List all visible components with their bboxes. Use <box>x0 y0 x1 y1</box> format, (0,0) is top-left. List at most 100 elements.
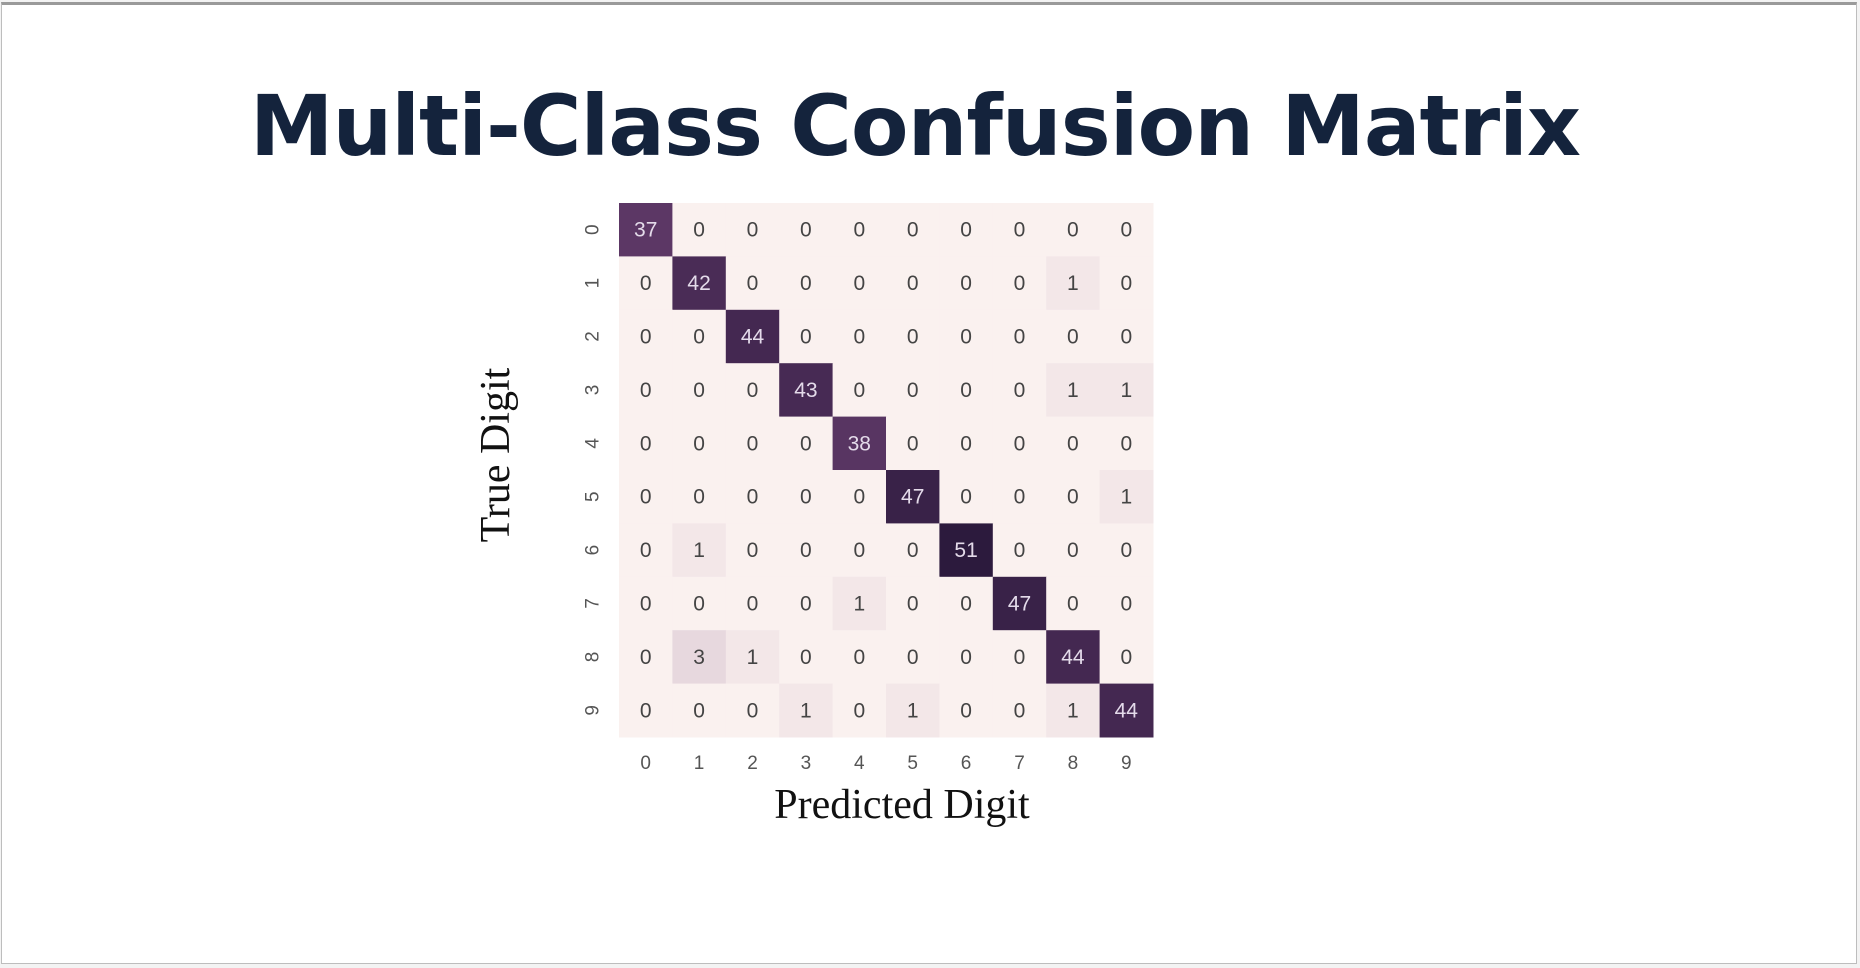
heatmap-cell <box>672 363 727 418</box>
heatmap-cell <box>779 309 834 364</box>
cell-value-label: 0 <box>640 326 652 349</box>
heatmap-cell <box>886 416 940 471</box>
cell-value-label: 0 <box>853 539 865 562</box>
cell-value-label: 0 <box>800 593 812 616</box>
heatmap-cell <box>832 256 887 311</box>
cell-value-label: 0 <box>853 272 865 295</box>
cell-value-label: 1 <box>800 699 812 722</box>
heatmap-cell <box>672 470 727 524</box>
heatmap-cell <box>1046 256 1101 311</box>
cell-value-label: 51 <box>954 539 977 562</box>
cell-value-label: 0 <box>853 219 865 242</box>
heatmap-cell <box>992 523 1047 578</box>
heatmap-cell <box>1046 309 1101 364</box>
cell-value-label: 3 <box>693 646 705 669</box>
heatmap-cell <box>886 683 940 738</box>
heatmap-cell <box>672 203 727 257</box>
cell-value-label: 0 <box>907 219 919 242</box>
cell-value-label: 0 <box>907 326 919 349</box>
cell-value-label: 0 <box>960 646 972 669</box>
heatmap-cell <box>725 523 780 578</box>
heatmap-cell <box>1046 576 1101 631</box>
heatmap-cell <box>779 363 834 418</box>
x-tick-label: 7 <box>1014 753 1025 774</box>
cell-value-label: 0 <box>1120 432 1132 455</box>
heatmap-cell <box>992 256 1047 311</box>
y-tick-label: 0 <box>583 224 604 235</box>
heatmap-cell <box>725 683 780 738</box>
heatmap-cell <box>725 203 780 257</box>
cell-value-label: 47 <box>901 486 924 509</box>
cell-value-label: 0 <box>747 272 759 295</box>
y-tick-label: 2 <box>583 331 604 342</box>
cell-value-label: 0 <box>1067 486 1079 509</box>
x-tick-label: 0 <box>640 753 651 774</box>
cell-value-label: 1 <box>693 539 705 562</box>
heatmap-cell <box>619 470 673 524</box>
cell-value-label: 0 <box>960 219 972 242</box>
cell-value-label: 0 <box>960 326 972 349</box>
heatmap-cell <box>939 630 994 685</box>
heatmap-cell <box>886 523 940 578</box>
x-axis-label: Predicted Digit <box>774 782 1030 828</box>
x-tick-label: 8 <box>1068 753 1079 774</box>
cell-value-label: 0 <box>960 486 972 509</box>
y-tick-label: 3 <box>583 385 604 396</box>
heatmap-cell <box>886 256 940 311</box>
y-tick-label: 8 <box>583 652 604 663</box>
y-tick-label: 9 <box>583 705 604 716</box>
cell-value-label: 0 <box>1014 699 1026 722</box>
heatmap-cell <box>939 363 994 418</box>
heatmap-cell <box>992 309 1047 364</box>
heatmap-cell <box>886 470 940 524</box>
cell-value-label: 0 <box>1014 379 1026 402</box>
heatmap-cell <box>1046 203 1101 257</box>
cell-value-label: 0 <box>1120 646 1132 669</box>
cell-value-label: 0 <box>907 432 919 455</box>
heatmap-cell <box>939 470 994 524</box>
heatmap-cell <box>779 576 834 631</box>
cell-value-label: 0 <box>1120 593 1132 616</box>
cell-value-label: 0 <box>747 539 759 562</box>
heatmap-cell <box>1099 523 1154 578</box>
cell-value-label: 0 <box>693 219 705 242</box>
heatmap-cell <box>992 363 1047 418</box>
cell-value-label: 0 <box>853 379 865 402</box>
cell-value-label: 0 <box>1120 272 1132 295</box>
cell-value-label: 47 <box>1008 593 1031 616</box>
cell-value-label: 43 <box>794 379 817 402</box>
cell-value-label: 1 <box>1067 379 1079 402</box>
heatmap-cell <box>619 416 673 471</box>
cell-value-label: 0 <box>1014 219 1026 242</box>
heatmap-cell <box>1099 683 1154 738</box>
cell-value-label: 0 <box>1120 219 1132 242</box>
heatmap-cell <box>886 576 940 631</box>
cell-value-label: 0 <box>640 539 652 562</box>
heatmap-cell <box>1099 470 1154 524</box>
cell-value-label: 0 <box>800 326 812 349</box>
heatmap-cell <box>939 683 994 738</box>
cell-value-label: 0 <box>693 593 705 616</box>
cell-value-label: 0 <box>747 219 759 242</box>
cell-value-label: 0 <box>640 272 652 295</box>
heatmap-cell <box>832 523 887 578</box>
x-tick-label: 4 <box>854 753 865 774</box>
cell-value-label: 1 <box>1120 379 1132 402</box>
y-tick-label: 4 <box>583 438 604 449</box>
heatmap-cell <box>619 309 673 364</box>
y-tick-label: 6 <box>583 545 604 556</box>
cell-value-label: 0 <box>800 646 812 669</box>
heatmap-cell <box>1099 256 1154 311</box>
cell-value-label: 0 <box>640 432 652 455</box>
cell-value-label: 0 <box>800 432 812 455</box>
x-tick-label: 1 <box>694 753 705 774</box>
heatmap-cell <box>886 203 940 257</box>
heatmap-cell <box>619 363 673 418</box>
heatmap-cell <box>1099 309 1154 364</box>
heatmap-cell <box>832 683 887 738</box>
heatmap-cell <box>992 416 1047 471</box>
heatmap-cell <box>619 576 673 631</box>
cell-value-label: 1 <box>907 699 919 722</box>
heatmap-cell <box>725 256 780 311</box>
